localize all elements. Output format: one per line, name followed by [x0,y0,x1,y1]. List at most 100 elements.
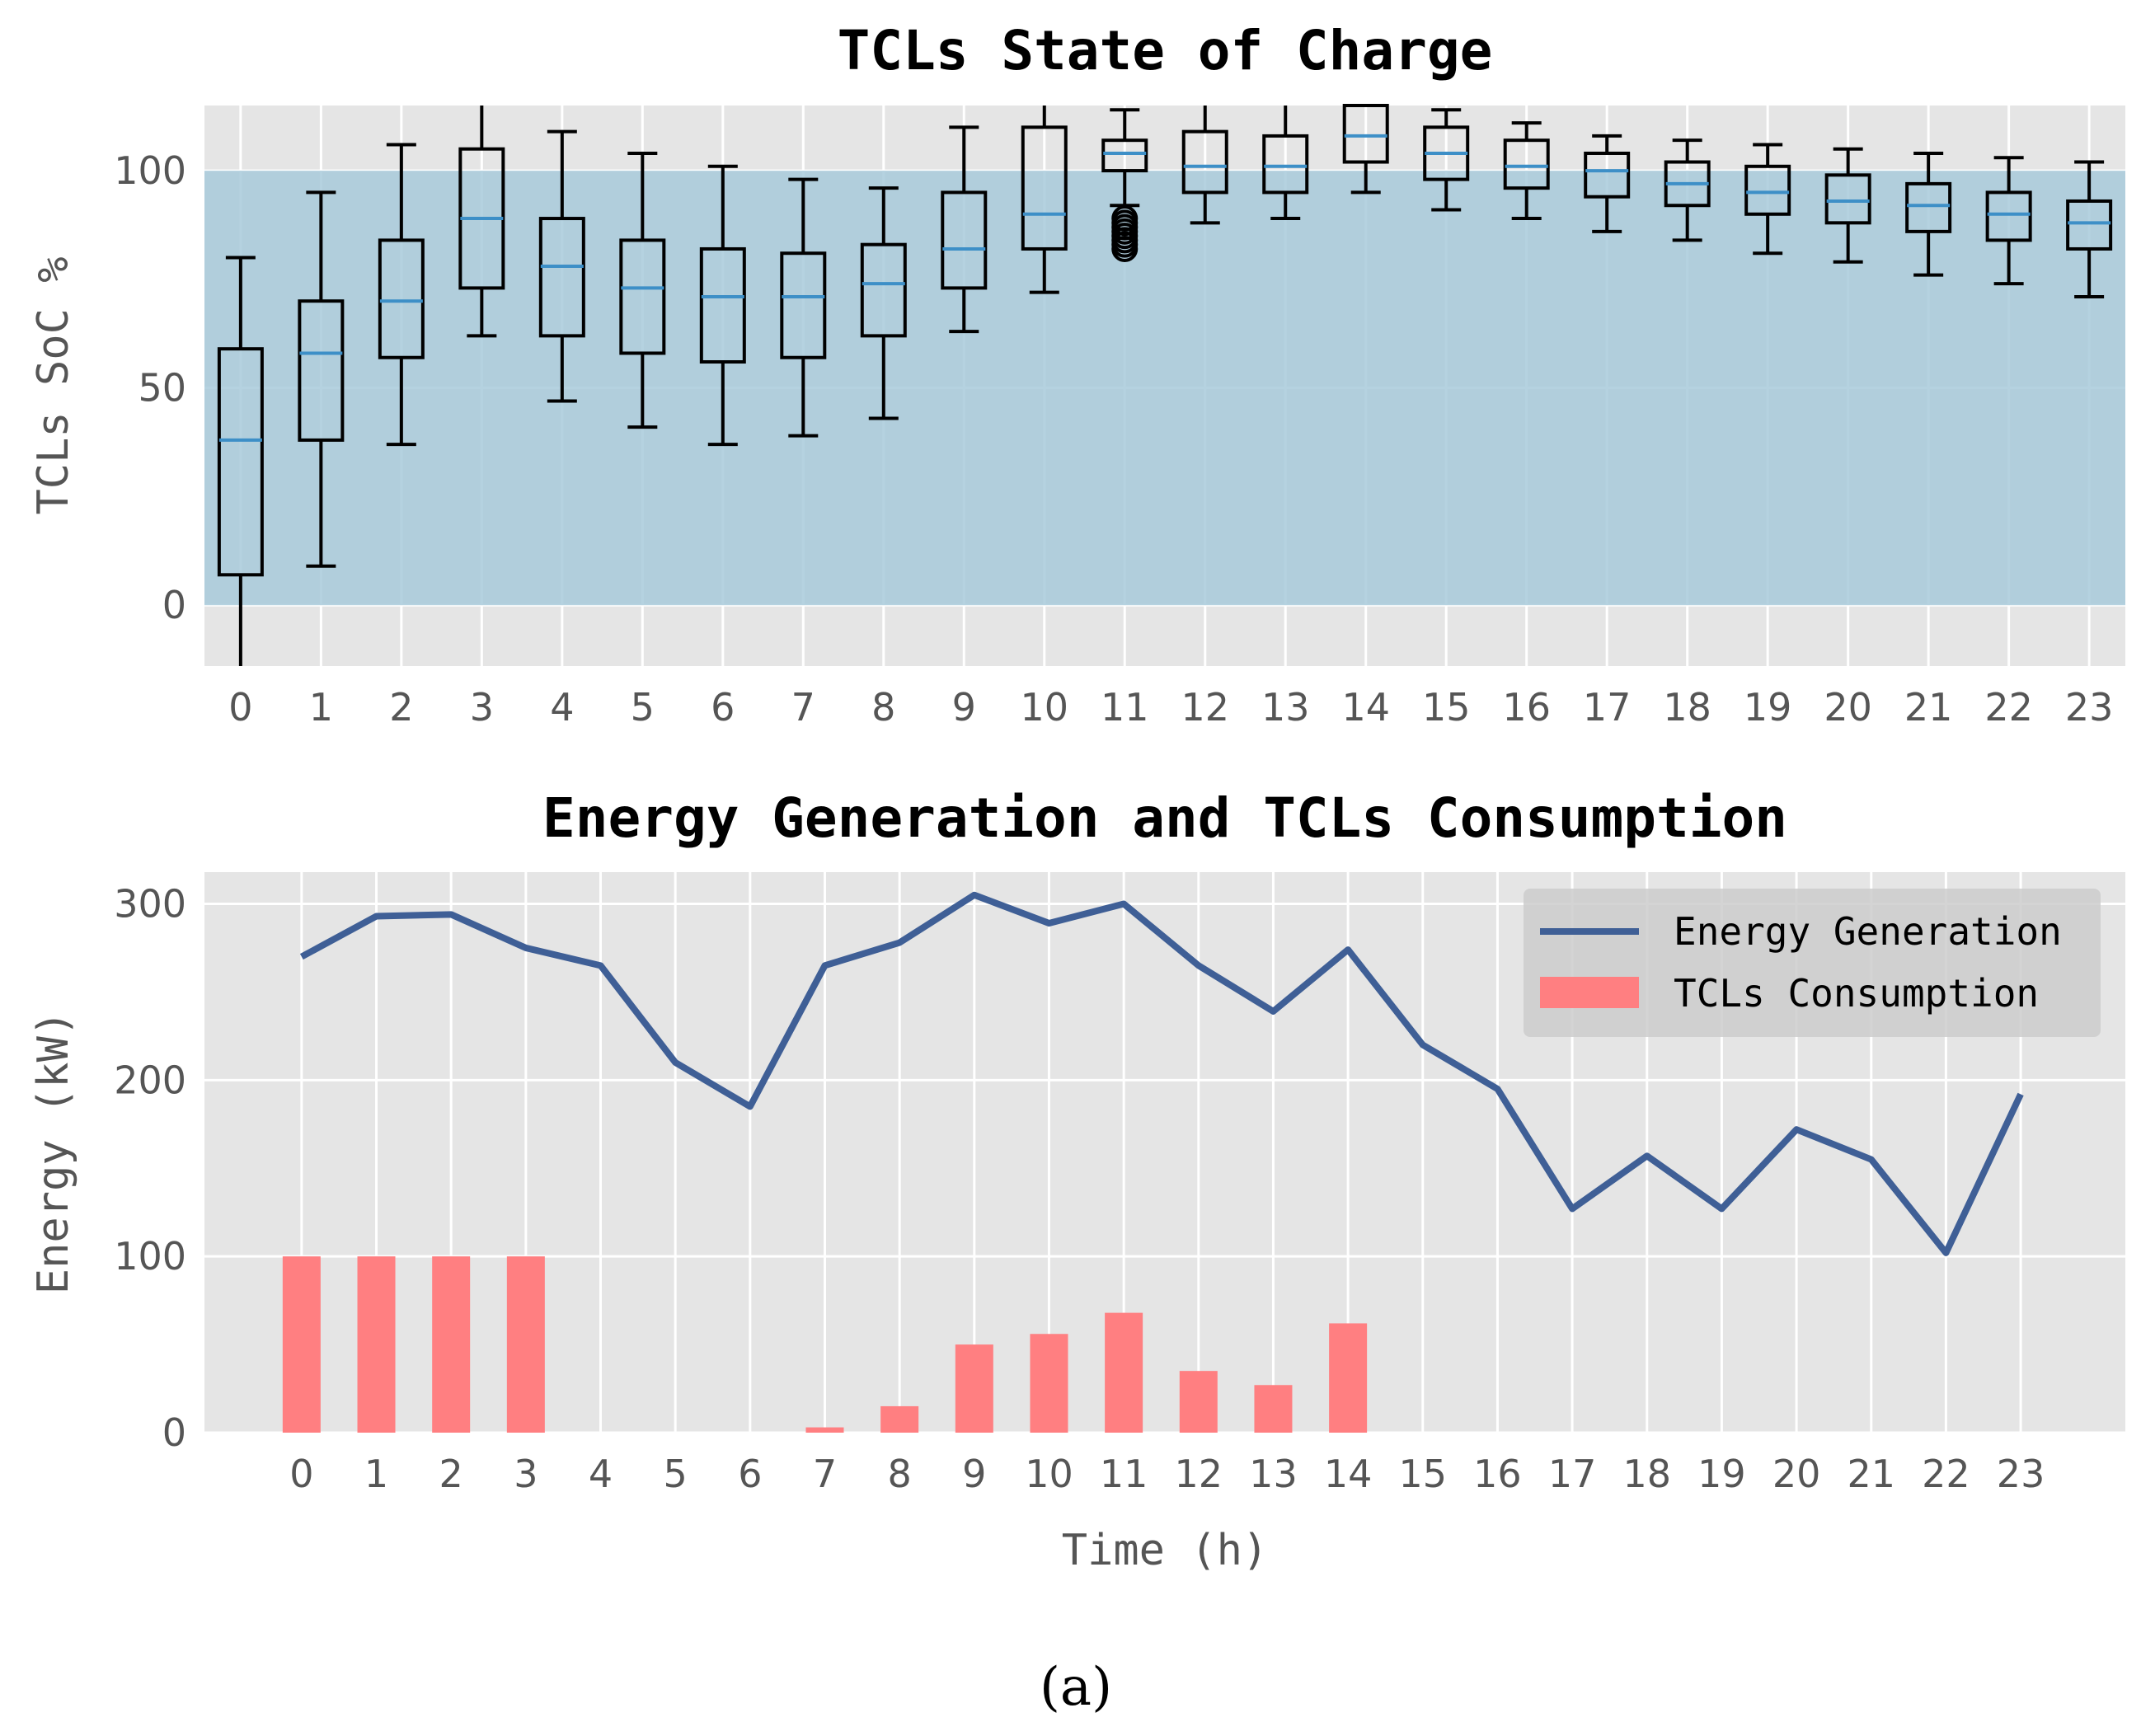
consumption-bar-1 [357,1256,396,1433]
energy-x-tick-label: 8 [888,1452,912,1496]
energy-y-axis-label: Energy (kW) [29,1011,78,1294]
soc-x-tick-label: 2 [389,685,413,730]
soc-box-12 [1181,106,1228,225]
soc-box-11 [1101,108,1148,262]
soc-x-tick-label: 14 [1341,685,1390,730]
soc-box-19 [1744,143,1791,256]
consumption-bar-2 [432,1256,471,1433]
figure-caption: (a) [1040,1657,1112,1718]
box-iqr [217,347,264,577]
soc-x-tick-label: 0 [228,685,252,730]
energy-x-tick-label: 7 [813,1452,837,1496]
soc-x-tick-label: 20 [1824,685,1872,730]
energy-x-tick-label: 17 [1548,1452,1597,1496]
box-iqr [780,251,827,359]
consumption-bar-8 [880,1405,919,1433]
soc-box-6 [699,164,746,447]
soc-box-7 [780,177,827,438]
box-iqr [1021,125,1068,251]
soc-x-tick-label: 4 [550,685,574,730]
soc-box-18 [1664,138,1711,242]
soc-box-15 [1423,108,1470,212]
consumption-bar-10 [1030,1334,1068,1433]
energy-x-tick-label: 1 [364,1452,388,1496]
energy-x-tick-label: 0 [289,1452,313,1496]
energy-x-tick-label: 9 [962,1452,986,1496]
soc-box-0 [217,256,264,666]
soc-range-band [204,171,2125,606]
outlier-point [1111,205,1139,232]
energy-x-tick-label: 20 [1772,1452,1821,1496]
soc-x-tick-label: 21 [1904,685,1953,730]
energy-x-tick-label: 13 [1249,1452,1298,1496]
energy-x-tick-labels: 0 1 2 3 4 5 6 7 8 9 10 11 12 13 14 15 16 17 18 19 20 21 22 23 [289,1452,2045,1496]
box-iqr [2066,199,2113,251]
soc-boxes [217,104,2113,666]
soc-box-22 [1985,156,2032,286]
box-iqr [1985,190,2032,242]
energy-x-tick-label: 3 [514,1452,538,1496]
soc-x-tick-label: 8 [871,685,895,730]
energy-chart-panel: 0 1 2 3 4 5 6 7 8 9 10 11 12 13 14 15 16 17 18 19 20 21 22 23 0… [29,786,2125,1575]
consumption-bar-9 [955,1344,993,1433]
soc-x-tick-label: 16 [1502,685,1551,730]
box-iqr [1905,181,1952,233]
energy-x-tick-label: 6 [738,1452,762,1496]
soc-box-2 [378,143,425,447]
energy-x-tick-label: 4 [589,1452,613,1496]
soc-y-tick-labels: 0 50 100 [114,148,186,627]
soc-box-3 [458,106,505,338]
soc-x-tick-label: 19 [1744,685,1792,730]
soc-box-9 [941,125,988,334]
soc-box-17 [1584,134,1631,233]
consumption-bar-14 [1329,1323,1368,1433]
soc-box-13 [1262,106,1309,221]
energy-x-tick-label: 15 [1399,1452,1448,1496]
soc-box-23 [2066,160,2113,298]
soc-box-10 [1021,106,1068,294]
energy-x-tick-label: 21 [1847,1452,1895,1496]
soc-y-axis-label: TCLs SoC % [29,256,78,514]
consumption-bar-3 [506,1256,545,1433]
energy-x-tick-label: 18 [1622,1452,1671,1496]
soc-x-tick-label: 15 [1422,685,1471,730]
soc-x-tick-label: 1 [309,685,333,730]
consumption-bar-0 [282,1256,321,1433]
soc-y-tick-label: 100 [114,148,186,193]
soc-box-20 [1824,147,1871,264]
soc-x-tick-label: 3 [470,685,494,730]
soc-x-tick-label: 17 [1583,685,1632,730]
legend-label-generation: Energy Generation [1674,909,2062,954]
box-iqr [1584,151,1631,199]
energy-x-axis-label: Time (h) [1062,1526,1268,1575]
soc-x-tick-label: 10 [1020,685,1068,730]
box-iqr [1181,129,1228,195]
legend-bar-swatch [1540,977,1639,1008]
legend-label-consumption: TCLs Consumption [1674,971,2039,1016]
consumption-bar-13 [1254,1385,1293,1433]
box-iqr [538,217,585,338]
soc-x-tick-label: 12 [1181,685,1229,730]
soc-box-21 [1905,151,1952,277]
box-iqr [298,299,345,442]
soc-x-tick-label: 13 [1261,685,1310,730]
box-iqr [619,238,666,355]
soc-x-tick-label: 7 [791,685,815,730]
consumption-bar-7 [805,1427,844,1433]
energy-x-tick-label: 19 [1697,1452,1746,1496]
box-iqr [378,238,425,359]
energy-y-tick-label: 100 [114,1234,186,1279]
legend-background [1524,889,2101,1037]
box-iqr [1101,138,1148,173]
soc-x-tick-label: 22 [1984,685,2033,730]
soc-box-16 [1503,121,1550,221]
generation-line [299,891,2024,1256]
consumption-bars [282,1256,1368,1433]
soc-x-tick-label: 5 [631,685,655,730]
energy-y-tick-labels: 0 100 200 300 [114,881,186,1455]
energy-x-tick-label: 12 [1175,1452,1223,1496]
energy-x-tick-label: 11 [1100,1452,1148,1496]
soc-box-5 [619,151,666,429]
energy-chart-title: Energy Generation and TCLs Consumption [542,786,1787,850]
box-iqr [699,246,746,364]
